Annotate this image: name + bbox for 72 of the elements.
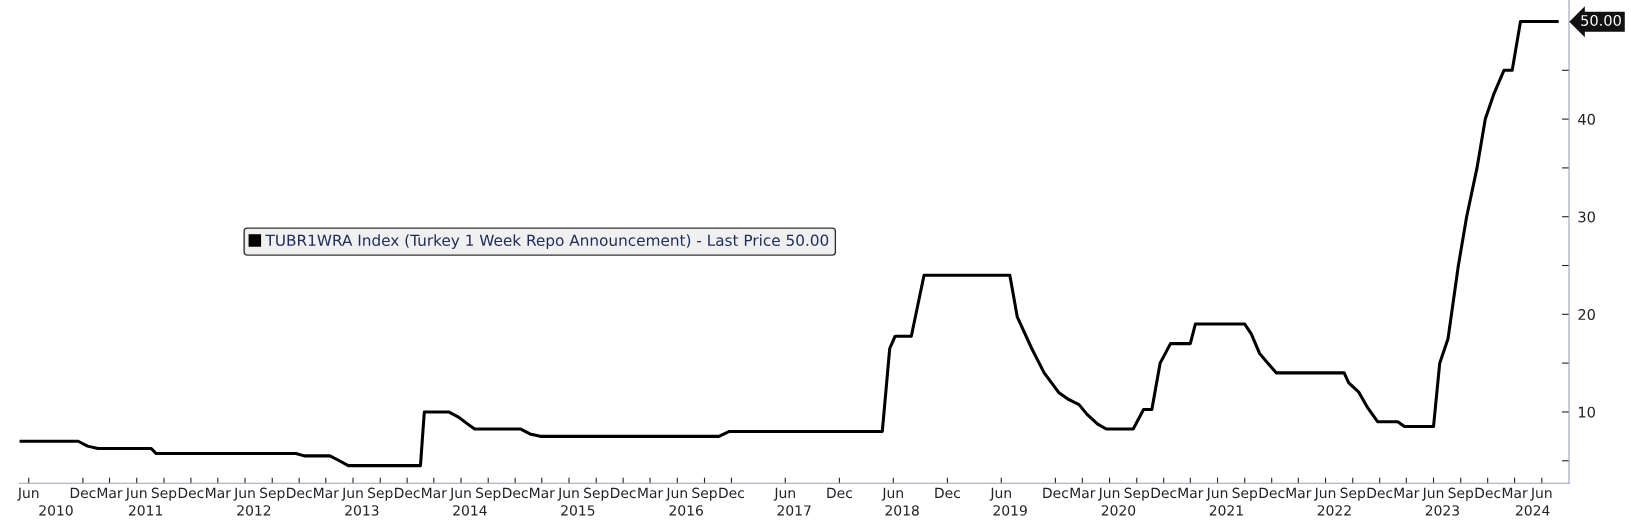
x2-tick-label: 2020	[1101, 505, 1136, 516]
x-tick-label: Jun	[1421, 487, 1444, 501]
x-tick-label: Sep	[260, 487, 285, 501]
x2-tick-label: 2024	[1515, 505, 1550, 516]
x2-tick-label: 2018	[885, 505, 919, 516]
x-tick-label: Jun	[1530, 487, 1552, 501]
x2-tick-label: 2022	[1317, 505, 1351, 516]
x-tick-label: Sep	[1448, 487, 1474, 501]
x-tick-label: Mar	[530, 487, 555, 499]
x-tick-label: Mar	[1394, 487, 1420, 499]
x-tick-label: Dec	[827, 487, 852, 499]
x-tick-label: Dec	[1475, 487, 1501, 499]
x2-tick-label: 2013	[345, 505, 379, 516]
x-tick-label: Sep	[368, 487, 393, 501]
x2-tick-label: 2014	[453, 505, 487, 516]
x-tick-label: Dec	[1367, 487, 1393, 499]
y-tick-label: 40	[1578, 113, 1595, 125]
x-tick-label: Dec	[935, 487, 960, 499]
x-tick-label: Dec	[1043, 487, 1068, 499]
x-tick-label: Jun	[233, 487, 255, 501]
x-tick-label: Mar	[638, 487, 664, 499]
x-tick-label: Sep	[584, 487, 609, 501]
x-tick-label: Sep	[1124, 487, 1150, 501]
x-tick-label: Mar	[1502, 487, 1528, 499]
x2-tick-label: 2012	[237, 505, 271, 516]
y-tick-label: 20	[1578, 309, 1595, 321]
x2-tick-label: 2010	[39, 505, 73, 516]
x-tick-label: Dec	[503, 487, 528, 499]
x2-tick-label: 2016	[669, 505, 703, 516]
x-tick-label: Mar	[422, 487, 447, 499]
x-tick-label: Jun	[773, 487, 795, 501]
x-tick-label: Dec	[70, 487, 96, 499]
x-tick-label: Dec	[719, 487, 744, 499]
y-tick-label: 10	[1578, 406, 1595, 418]
x2-tick-label: 2011	[128, 505, 162, 516]
x-tick-label: Jun	[125, 487, 147, 501]
x-tick-label: Mar	[1178, 487, 1204, 499]
x-tick-label: Jun	[341, 487, 363, 501]
x-tick-label: Jun	[1205, 487, 1228, 501]
x-tick-label: Dec	[287, 487, 312, 499]
x2-tick-label: 2019	[993, 505, 1027, 516]
y-tick-label: 30	[1578, 211, 1595, 223]
x-tick-label: Dec	[178, 487, 204, 499]
x-tick-label: Dec	[1259, 487, 1285, 499]
x2-tick-label: 2021	[1209, 505, 1243, 516]
x-tick-label: Sep	[1232, 487, 1258, 501]
x-tick-label: Mar	[314, 487, 339, 499]
x2-tick-label: 2017	[777, 505, 811, 516]
x-tick-label: Jun	[1097, 487, 1120, 501]
x-tick-label: Mar	[97, 487, 123, 499]
x-tick-label: Jun	[449, 487, 471, 501]
x-tick-label: Dec	[1151, 487, 1177, 499]
x-tick-label: Dec	[611, 487, 636, 499]
x-tick-label: Sep	[692, 487, 717, 501]
line-series	[19, 19, 1559, 468]
x-tick-label: Jun	[557, 487, 579, 501]
x-tick-label: Mar	[206, 487, 231, 499]
x-tick-label: Mar	[1286, 487, 1312, 499]
x-tick-label: Dec	[395, 487, 420, 499]
x-tick-label: Mar	[1070, 487, 1096, 499]
x-tick-label: Jun	[881, 487, 903, 501]
x-tick-label: Jun	[989, 487, 1011, 501]
x-tick-label: Sep	[1340, 487, 1366, 501]
x-tick-label: Jun	[665, 487, 687, 501]
text: 50.00	[1581, 14, 1621, 26]
x2-tick-label: 2015	[561, 505, 595, 516]
legend-label: TUBR1WRA Index (Turkey 1 Week Repo Announcement) - Last Price 50.00	[265, 234, 829, 249]
x-tick-label: Sep	[151, 487, 177, 501]
x2-tick-label: 2023	[1425, 505, 1459, 516]
x-tick-label: Jun	[17, 487, 39, 501]
x-tick-label: Jun	[1313, 487, 1336, 501]
x-tick-label: Sep	[476, 487, 501, 501]
